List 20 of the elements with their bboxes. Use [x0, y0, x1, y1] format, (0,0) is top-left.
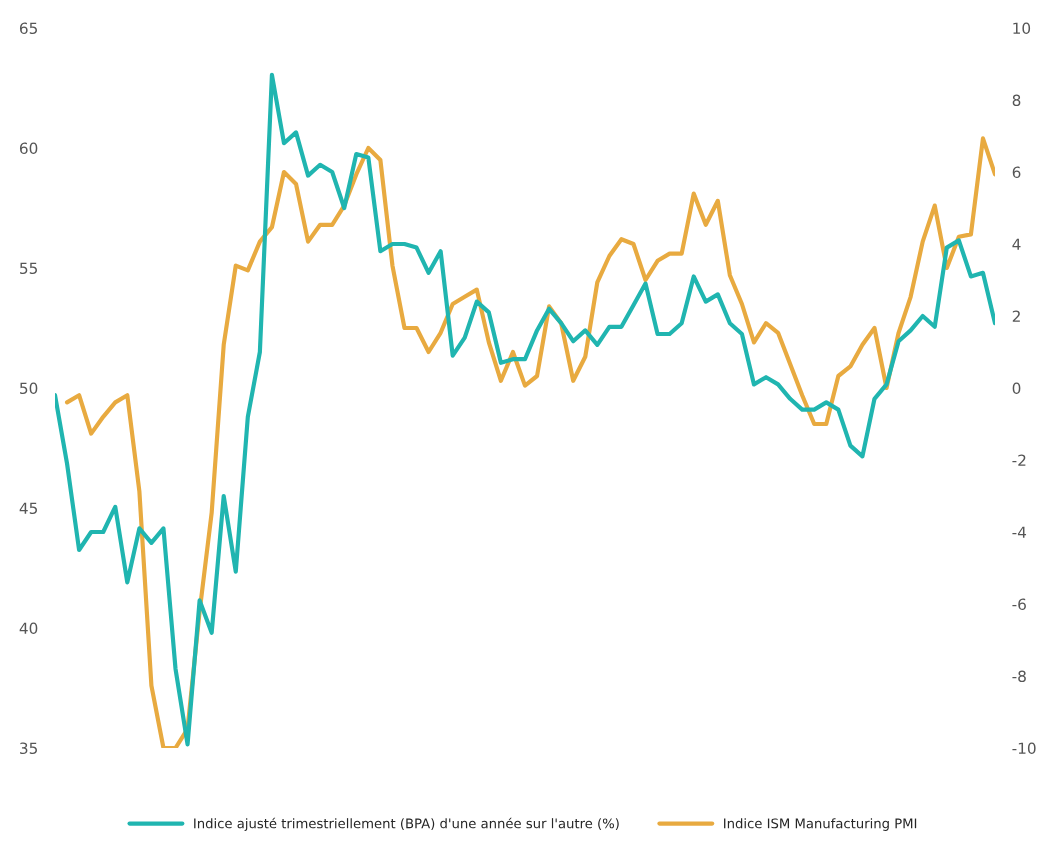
y-tick-label: 60 [19, 142, 38, 155]
y-tick-label: 65 [19, 22, 37, 35]
y2-tick-label: 6 [1012, 166, 1021, 179]
y-tick-label: 55 [20, 262, 37, 275]
y-tick-label: 35 [20, 742, 37, 755]
legend-label: Indice ISM Manufacturing PMI [724, 818, 917, 831]
y2-tick-label: -6 [1012, 598, 1026, 611]
y2-tick-label: -8 [1012, 670, 1026, 683]
y2-tick-label: 4 [1012, 238, 1021, 250]
y2-tick-label: 2 [1012, 310, 1020, 322]
y-tick-label: 45 [19, 502, 37, 515]
y2-tick-label: -2 [1012, 454, 1026, 466]
y2-tick-label: -4 [1012, 526, 1027, 538]
y2-tick-label: 10 [1013, 22, 1031, 35]
y-tick-label: 50 [20, 382, 38, 395]
y2-tick-label: 0 [1012, 382, 1021, 395]
legend-label: Indice ajusté trimestriellement (BPA) d'une année sur l'autre (%) [194, 817, 619, 831]
y2-tick-label: -10 [1012, 742, 1036, 755]
y-tick-label: 40 [19, 622, 38, 635]
y2-tick-label: 8 [1012, 94, 1021, 107]
